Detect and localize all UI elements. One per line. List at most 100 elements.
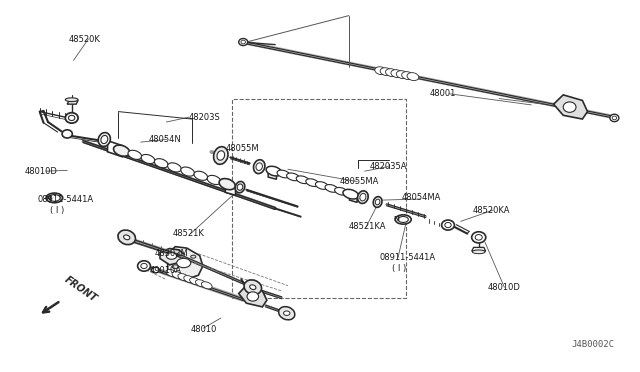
Ellipse shape: [343, 189, 358, 199]
Ellipse shape: [360, 193, 366, 201]
Ellipse shape: [219, 179, 236, 190]
Ellipse shape: [247, 292, 259, 301]
Polygon shape: [108, 141, 123, 157]
Ellipse shape: [113, 145, 130, 156]
Ellipse shape: [46, 193, 63, 203]
Ellipse shape: [65, 113, 78, 123]
Polygon shape: [168, 247, 203, 279]
Ellipse shape: [241, 40, 246, 44]
Ellipse shape: [380, 68, 392, 76]
Ellipse shape: [266, 166, 282, 176]
Ellipse shape: [172, 265, 179, 269]
Ellipse shape: [250, 285, 256, 289]
Ellipse shape: [284, 311, 290, 315]
Ellipse shape: [563, 102, 576, 112]
Ellipse shape: [278, 307, 295, 320]
Ellipse shape: [191, 255, 196, 258]
Ellipse shape: [207, 175, 221, 185]
Ellipse shape: [217, 151, 225, 160]
Polygon shape: [67, 100, 78, 104]
Ellipse shape: [244, 280, 262, 295]
Text: N: N: [45, 195, 51, 201]
Ellipse shape: [152, 267, 159, 273]
Text: 48010: 48010: [191, 325, 217, 334]
Ellipse shape: [287, 173, 300, 181]
Ellipse shape: [99, 132, 110, 147]
Ellipse shape: [62, 130, 72, 138]
Ellipse shape: [168, 163, 181, 172]
Text: 48521KA: 48521KA: [349, 222, 387, 231]
Ellipse shape: [612, 116, 617, 120]
Ellipse shape: [154, 158, 168, 168]
Text: 48520K: 48520K: [69, 35, 101, 44]
Ellipse shape: [385, 69, 397, 77]
Ellipse shape: [194, 171, 207, 180]
Ellipse shape: [256, 163, 262, 170]
Ellipse shape: [141, 154, 155, 164]
Text: 49010A: 49010A: [150, 266, 182, 275]
Ellipse shape: [442, 220, 454, 230]
Ellipse shape: [610, 114, 619, 122]
Ellipse shape: [396, 215, 412, 224]
Ellipse shape: [237, 184, 243, 190]
Text: 48521K: 48521K: [173, 229, 205, 238]
Ellipse shape: [166, 253, 177, 259]
Ellipse shape: [396, 71, 408, 78]
Ellipse shape: [277, 170, 290, 178]
Text: FRONT: FRONT: [63, 275, 99, 304]
Ellipse shape: [316, 182, 328, 189]
Ellipse shape: [236, 182, 244, 193]
Ellipse shape: [177, 258, 191, 268]
Ellipse shape: [358, 191, 368, 203]
Text: 48010D: 48010D: [24, 167, 57, 176]
Ellipse shape: [124, 235, 130, 240]
Ellipse shape: [49, 195, 60, 201]
Text: 48055M: 48055M: [225, 144, 259, 153]
Ellipse shape: [407, 73, 419, 81]
Polygon shape: [160, 248, 184, 265]
Ellipse shape: [180, 167, 195, 176]
Ellipse shape: [253, 160, 265, 174]
Ellipse shape: [373, 197, 382, 207]
Ellipse shape: [128, 150, 141, 160]
Ellipse shape: [325, 185, 338, 192]
Ellipse shape: [402, 72, 413, 80]
Text: 08911-5441A: 08911-5441A: [37, 195, 93, 203]
Polygon shape: [225, 182, 236, 195]
Ellipse shape: [239, 38, 248, 45]
Text: 48203S: 48203S: [189, 113, 221, 122]
Ellipse shape: [189, 278, 200, 285]
Ellipse shape: [398, 217, 408, 222]
Text: 48010D: 48010D: [488, 283, 520, 292]
Ellipse shape: [166, 269, 177, 277]
Ellipse shape: [172, 272, 183, 279]
Text: 48054MA: 48054MA: [402, 193, 442, 202]
Ellipse shape: [101, 135, 108, 144]
Text: ( I ): ( I ): [392, 264, 406, 273]
Polygon shape: [349, 192, 357, 202]
Ellipse shape: [68, 115, 75, 121]
Ellipse shape: [476, 235, 483, 240]
Ellipse shape: [214, 147, 228, 164]
Ellipse shape: [296, 176, 309, 184]
Text: 48001: 48001: [430, 89, 456, 98]
Ellipse shape: [375, 67, 387, 75]
Ellipse shape: [184, 276, 195, 283]
Ellipse shape: [178, 273, 189, 281]
Ellipse shape: [472, 250, 485, 254]
Ellipse shape: [391, 70, 403, 78]
Text: N: N: [394, 217, 400, 222]
Ellipse shape: [375, 199, 380, 205]
Text: ( I ): ( I ): [50, 206, 64, 215]
Ellipse shape: [195, 280, 206, 287]
Polygon shape: [239, 285, 267, 307]
Ellipse shape: [118, 230, 136, 245]
Ellipse shape: [306, 179, 319, 186]
Text: 482035A: 482035A: [370, 162, 408, 171]
Polygon shape: [472, 247, 486, 251]
Ellipse shape: [445, 222, 451, 228]
Ellipse shape: [335, 187, 348, 195]
Polygon shape: [268, 168, 276, 179]
Text: 48055MA: 48055MA: [339, 177, 379, 186]
Ellipse shape: [472, 232, 486, 243]
